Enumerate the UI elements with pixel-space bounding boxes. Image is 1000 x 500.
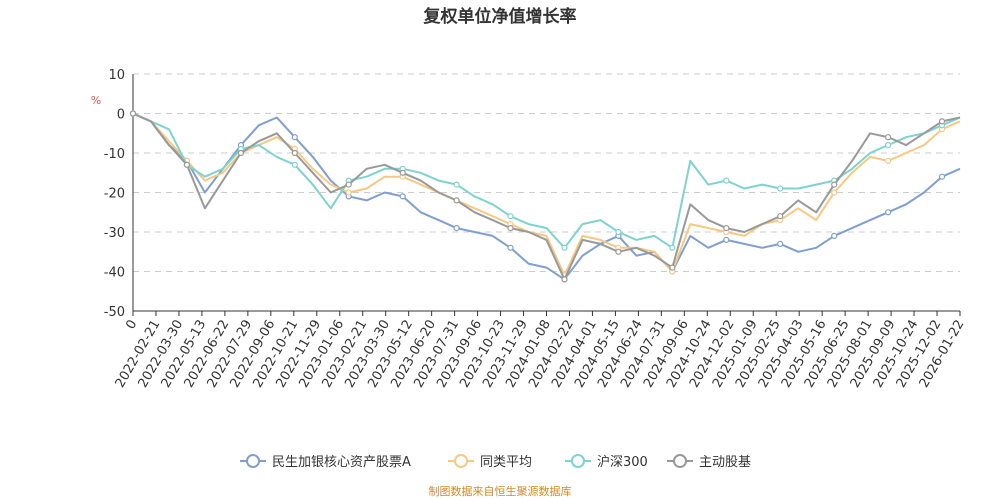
x-axis-ticks: 02022-02-212022-03-302022-05-132022-06-2… [113, 311, 967, 390]
data-point [884, 209, 892, 216]
data-point [884, 142, 892, 149]
series-1 [129, 110, 961, 283]
y-tick-label: -20 [104, 187, 125, 202]
y-axis-unit-label: % [91, 94, 101, 107]
x-tick-label: 0 [123, 318, 140, 333]
data-point [291, 134, 298, 141]
legend-marker [673, 454, 687, 468]
series-3 [129, 110, 961, 251]
data-point [884, 157, 892, 164]
y-tick-label: -10 [104, 147, 125, 162]
data-point [561, 244, 568, 251]
y-tick-label: -40 [104, 266, 125, 281]
data-point [831, 189, 838, 196]
data-point [777, 240, 784, 247]
data-point [399, 193, 406, 200]
y-axis-ticks: 10 0 -10 -20 -30 -40 -50 [104, 68, 125, 320]
data-point [561, 276, 568, 283]
data-point [453, 197, 460, 204]
y-tick-label: 0 [117, 108, 125, 123]
series-line [132, 112, 961, 281]
y-tick-label: -30 [104, 226, 125, 241]
data-point [507, 213, 514, 220]
data-point [345, 181, 352, 188]
series-line [132, 112, 961, 277]
series-lines [129, 110, 961, 283]
legend-label: 民生加银核心资产股票A [272, 455, 411, 470]
data-source-footer: 制图数据来自恒生聚源数据库 [429, 484, 572, 498]
legend-label: 沪深300 [597, 454, 648, 470]
legend-item[interactable]: 民生加银核心资产股票A [240, 454, 411, 470]
legend-marker [571, 454, 585, 468]
data-point [615, 248, 622, 255]
data-point [669, 264, 676, 271]
data-point [723, 177, 730, 184]
data-point [777, 185, 784, 192]
legend-label: 主动股基 [699, 455, 751, 470]
data-point [453, 181, 460, 188]
series-line [132, 112, 961, 249]
series-line [132, 112, 961, 281]
data-point [669, 244, 676, 251]
legend-marker [246, 454, 260, 468]
legend[interactable]: 民生加银核心资产股票A 同类平均 沪深300 主动股基 [240, 454, 751, 470]
series-2 [129, 110, 961, 279]
data-point [615, 228, 622, 236]
data-point [723, 225, 730, 232]
data-point [345, 189, 352, 196]
legend-marker [454, 454, 468, 468]
data-point [831, 232, 838, 239]
data-point [507, 225, 514, 232]
chart-title: 复权单位净值增长率 [423, 6, 577, 27]
data-point [938, 173, 946, 180]
data-point [291, 161, 298, 168]
data-point [884, 134, 892, 141]
data-point [777, 213, 784, 220]
legend-item[interactable]: 同类平均 [448, 454, 532, 470]
data-point [291, 149, 298, 157]
legend-label: 同类平均 [480, 455, 532, 470]
data-point [723, 236, 730, 243]
data-point [399, 169, 406, 176]
data-point [183, 161, 190, 168]
data-point [237, 149, 244, 157]
data-point [938, 118, 946, 125]
data-point [129, 110, 137, 117]
legend-item[interactable]: 沪深300 [565, 454, 648, 470]
data-point [453, 225, 460, 232]
legend-item[interactable]: 主动股基 [667, 454, 751, 470]
series-4 [129, 110, 961, 283]
data-point [507, 244, 514, 251]
data-point [831, 181, 838, 188]
y-tick-label: -50 [104, 305, 125, 320]
y-tick-label: 10 [108, 68, 125, 83]
